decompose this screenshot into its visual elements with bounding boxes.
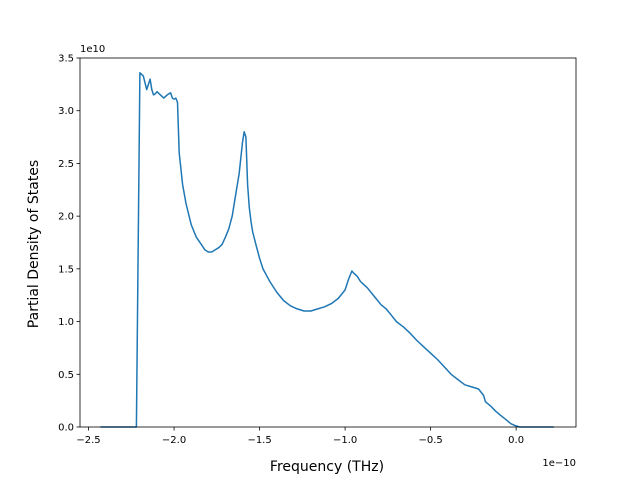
y-offset-label: 1e10	[80, 44, 105, 55]
x-tick-label: −2.0	[162, 435, 186, 446]
y-tick-label: 0.0	[58, 423, 74, 434]
y-tick-label: 3.0	[58, 106, 74, 117]
x-tick-label: −2.5	[76, 435, 100, 446]
y-axis-label: Partial Density of States	[26, 160, 42, 328]
x-tick-label: −1.5	[247, 435, 271, 446]
y-tick-label: 3.5	[58, 54, 74, 65]
y-tick-label: 2.5	[58, 159, 74, 170]
y-tick-label: 0.5	[58, 370, 74, 381]
x-axis-label: Frequency (THz)	[270, 459, 384, 475]
x-axis: −2.5 −2.0 −1.5 −1.0 −0.5 0.0	[76, 427, 524, 446]
y-axis: 0.0 0.5 1.0 1.5 2.0 2.5 3.0 3.5	[58, 54, 80, 434]
y-tick-label: 1.0	[58, 317, 74, 328]
series-line-0	[100, 72, 554, 428]
x-tick-label: −1.0	[333, 435, 357, 446]
plot-area	[79, 57, 577, 428]
x-tick-label: −0.5	[418, 435, 442, 446]
plot-frame	[79, 57, 577, 428]
y-tick-label: 2.0	[58, 212, 74, 223]
x-tick-label: 0.0	[508, 435, 524, 446]
y-tick-label: 1.5	[58, 264, 74, 275]
x-offset-label: 1e−10	[542, 458, 576, 469]
